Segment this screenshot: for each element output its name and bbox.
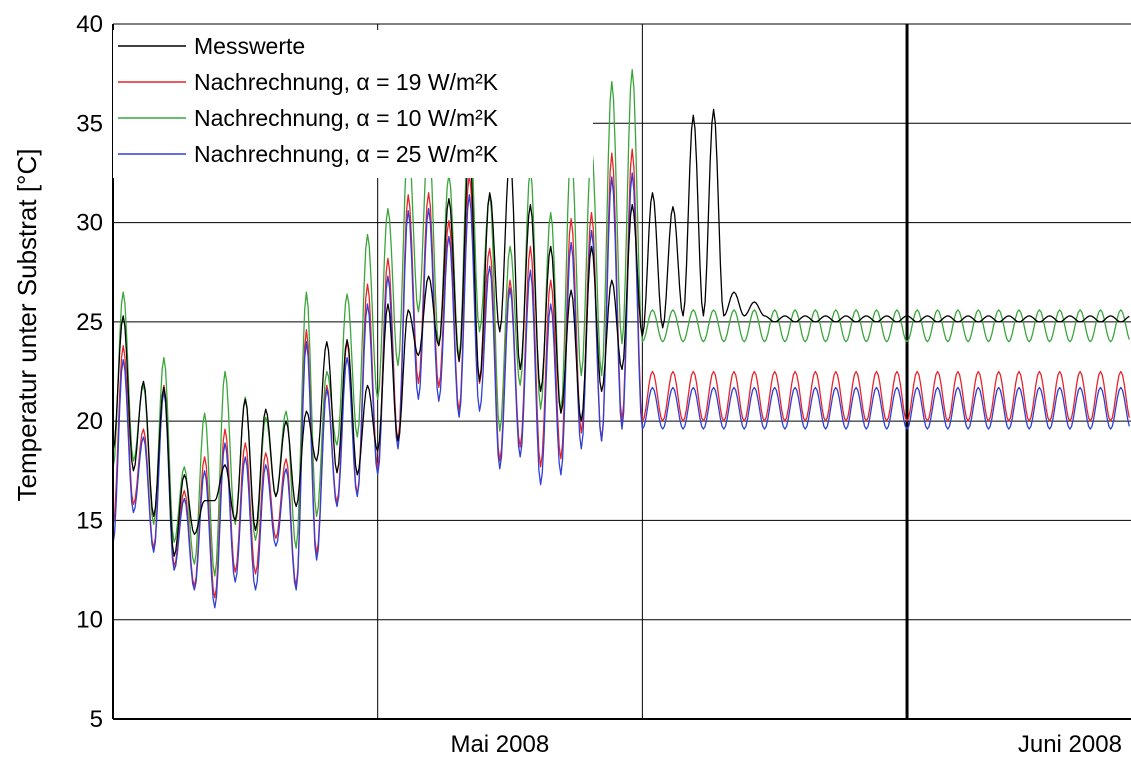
- tick-labels: 5 10 15 20 25 30 35 40 Mai 2008 Juni 2008: [76, 11, 1122, 758]
- legend-box: [113, 30, 593, 178]
- y-tick-label: 35: [76, 110, 103, 137]
- y-tick-label: 25: [76, 309, 103, 336]
- y-axis-label: Temperatur unter Substrat [°C]: [12, 149, 42, 502]
- legend-label: Messwerte: [194, 33, 305, 59]
- legend: Messwerte Nachrechnung, α = 19 W/m²K Nachr…: [113, 30, 593, 178]
- series-line: [112, 172, 1130, 609]
- y-tick-label: 5: [90, 706, 103, 733]
- y-tick-label: 20: [76, 408, 103, 435]
- y-tick-label: 40: [76, 11, 103, 38]
- legend-label: Nachrechnung, α = 19 W/m²K: [194, 69, 499, 95]
- legend-label: Nachrechnung, α = 10 W/m²K: [194, 105, 499, 131]
- x-tick-label: Juni 2008: [1018, 731, 1122, 758]
- y-tick-label: 10: [76, 607, 103, 634]
- series-line: [112, 108, 1130, 557]
- series-line: [112, 69, 1130, 577]
- x-tick-label: Mai 2008: [450, 731, 549, 758]
- legend-label: Nachrechnung, α = 25 W/m²K: [194, 141, 499, 167]
- series-line: [112, 148, 1130, 599]
- y-tick-label: 15: [76, 507, 103, 534]
- y-tick-label: 30: [76, 210, 103, 237]
- series-layer: [112, 69, 1130, 609]
